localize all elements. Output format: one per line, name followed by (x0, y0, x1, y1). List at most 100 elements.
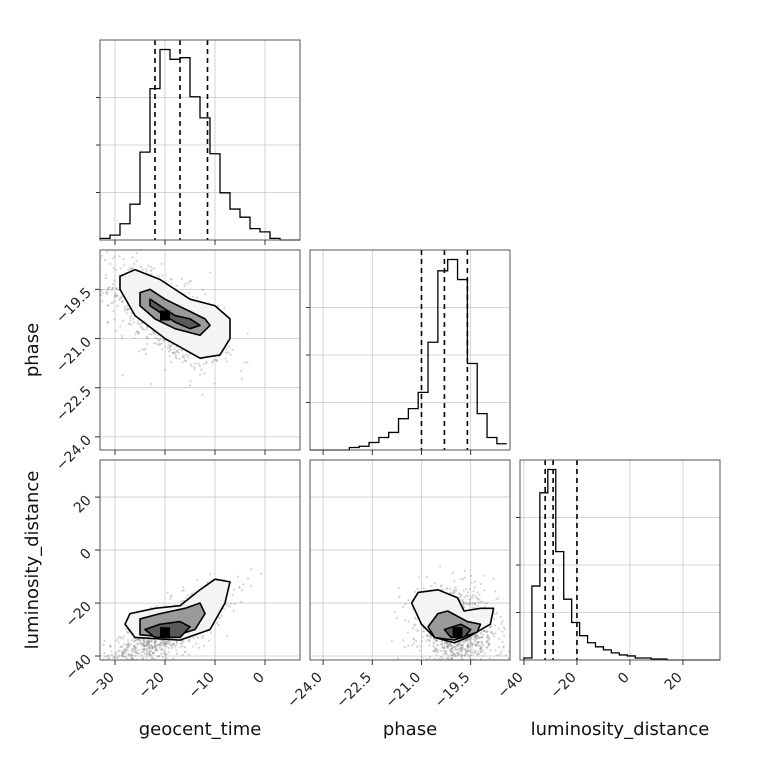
sample-point (106, 292, 109, 295)
sample-point (141, 657, 144, 660)
x-tick-label: 20 (662, 670, 686, 694)
sample-point (147, 640, 150, 643)
sample-point (478, 668, 480, 670)
sample-point (207, 639, 210, 642)
sample-point (450, 647, 454, 650)
sample-point (435, 648, 438, 651)
sample-point (432, 637, 436, 641)
sample-point (477, 636, 480, 639)
sample-point (456, 661, 458, 663)
sample-point (426, 634, 429, 637)
sample-point (492, 674, 494, 676)
sample-point (122, 665, 124, 667)
sample-point (117, 662, 119, 664)
sample-point (129, 685, 131, 687)
sample-point (453, 652, 456, 655)
sample-point (502, 645, 505, 648)
sample-point (445, 652, 448, 655)
sample-point (463, 596, 466, 599)
sample-point (449, 587, 452, 590)
sample-point (116, 304, 119, 308)
sample-point (471, 648, 474, 651)
sample-point (250, 584, 253, 587)
sample-point (435, 639, 438, 643)
sample-point (465, 602, 469, 606)
sample-point (166, 640, 169, 643)
sample-point (145, 652, 148, 655)
sample-point (465, 650, 468, 653)
sample-point (114, 653, 117, 656)
hist-panel-phase (306, 249, 511, 451)
sample-point (123, 264, 126, 267)
sample-point (461, 643, 464, 646)
sample-point (174, 645, 177, 648)
sample-point (460, 649, 463, 652)
sample-point (164, 368, 167, 371)
y-tick-label: −19.5 (53, 285, 95, 327)
sample-point (480, 631, 483, 634)
sample-point (141, 348, 144, 351)
sample-point (498, 637, 501, 640)
sample-point (101, 254, 104, 257)
sample-point (123, 651, 126, 654)
sample-point (494, 649, 497, 652)
sample-point (457, 592, 461, 595)
sample-point (441, 660, 443, 662)
sample-point (116, 662, 118, 664)
sample-point (151, 646, 154, 649)
sample-point (115, 639, 118, 642)
sample-point (150, 644, 153, 647)
sample-point (495, 612, 499, 615)
sample-point (468, 641, 471, 645)
sample-point (413, 616, 416, 619)
sample-point (502, 626, 506, 629)
sample-point (106, 321, 109, 324)
sample-point (475, 642, 478, 645)
sample-point (189, 280, 192, 283)
sample-point (127, 646, 130, 649)
sample-point (465, 650, 468, 653)
sample-point (473, 586, 476, 589)
sample-point (220, 614, 223, 617)
mode-bin (160, 310, 170, 321)
axis-label-luminosity-distance-y: luminosity_distance (22, 471, 43, 650)
sample-point (145, 328, 148, 331)
sample-point (106, 666, 108, 668)
x-axis-phase (322, 450, 472, 455)
pair-panel-phase-vs-luminosity-distance (309, 459, 511, 676)
sample-point (183, 356, 186, 359)
sample-point (215, 621, 219, 624)
sample-point (415, 628, 418, 632)
sample-point (147, 660, 149, 662)
sample-point (158, 644, 162, 647)
sample-point (463, 647, 466, 651)
sample-point (482, 649, 485, 652)
sample-point (462, 654, 466, 657)
sample-point (459, 592, 462, 595)
sample-point (193, 366, 196, 369)
sample-point (476, 604, 479, 608)
x-axis-geocent-time: −30 −20 −10 0 (86, 660, 268, 702)
sample-point (117, 655, 120, 659)
sample-point (130, 639, 133, 642)
sample-point (163, 650, 166, 653)
sample-point (115, 329, 118, 333)
sample-point (125, 312, 128, 315)
sample-point (455, 644, 459, 647)
sample-point (466, 591, 469, 594)
sample-point (415, 639, 418, 643)
sample-point (481, 636, 484, 639)
sample-point (131, 654, 134, 657)
sample-point (469, 650, 472, 653)
sample-point (497, 627, 500, 630)
sample-point (466, 653, 469, 657)
sample-point (153, 642, 156, 645)
sample-point (148, 333, 151, 336)
sample-point (482, 633, 485, 636)
sample-point (470, 641, 473, 644)
sample-point (113, 295, 116, 298)
sample-point (109, 645, 112, 648)
sample-point (226, 634, 229, 638)
sample-point (120, 337, 124, 340)
sample-point (141, 643, 145, 646)
